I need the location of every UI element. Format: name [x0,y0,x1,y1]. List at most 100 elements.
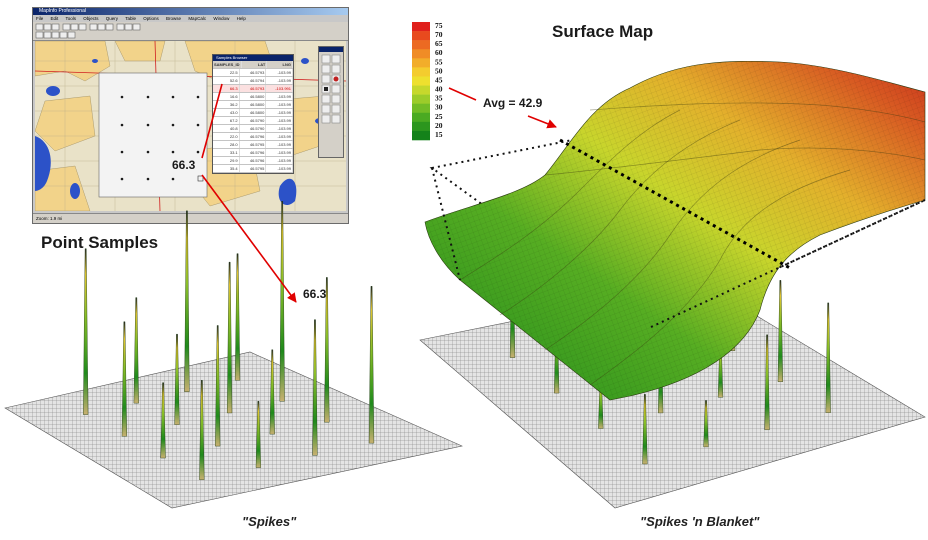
sample-points [120,95,200,181]
legend-swatch [412,67,430,77]
table-row[interactable]: 28.0 46.5795 -103.99 [213,141,293,149]
table-cell: 46.5795 [240,141,267,148]
window-title-bar: MapInfo Professional [33,8,348,15]
table-row[interactable]: 22.5 46.5793 -103.99 [213,69,293,77]
menu-item[interactable]: Query [105,16,119,21]
menu-item[interactable]: File [36,16,44,21]
table-cell: 46.5794 [240,77,267,84]
spike-value-label: 66.3 [303,287,327,301]
surface-blanket [424,60,926,401]
table-body: 22.5 46.5793 -103.99 52.6 46.5794 -103.99 66.3… [213,69,293,174]
menu-item[interactable]: Help [236,16,246,21]
table-row[interactable]: 28.046.5794-103.99 [213,173,293,174]
menu-item[interactable]: Tools [65,16,76,21]
table-cell: 46.5790 [240,117,267,124]
table-cell: 67.2 [213,117,240,124]
table-cell: -103.99 [266,173,293,174]
spike-mark [509,241,516,358]
map-view[interactable] [35,41,346,211]
spike-mark [269,349,275,435]
table-cell: 29.9 [213,157,240,164]
legend-tick-label: 50 [435,66,443,75]
avg-label: Avg = 42.9 [483,96,543,110]
legend-tick-label: 30 [435,103,443,112]
surface-map-title: Surface Map [552,22,654,41]
spike-mark [729,210,736,351]
surface-contours [459,102,926,386]
spike-mark [671,259,677,366]
legend-tick-label: 40 [435,85,443,94]
table-row[interactable]: 35.4 46.5795 -103.99 [213,165,293,173]
table-cell: 40.8 [213,125,240,132]
table-cell: 16.6 [213,93,240,100]
status-bar: Zoom: 1.9 mi [33,213,348,223]
table-cell: -103.991 [266,85,293,92]
menu-bar: File Edit Tools Objects Query Table Opti… [33,15,348,22]
mapinfo-window: MapInfo Professional File Edit Tools Obj… [32,7,349,224]
column-header: SAMPLES_ID [214,61,242,68]
spike-mark [174,333,180,425]
spike-mark [199,380,205,480]
menu-item[interactable]: Table [125,16,136,21]
table-row[interactable]: 66.3 46.5793 -103.991 [213,85,293,93]
table-cell: 46.5796 [240,157,267,164]
table-row[interactable]: 16.6 46.5800 -103.99 [213,93,293,101]
spike-mark [184,210,190,392]
table-row[interactable]: 43.0 46.5800 -103.99 [213,109,293,117]
table-row[interactable]: 33.1 46.5796 -103.99 [213,149,293,157]
spike-mark [658,328,664,414]
spike-mark [567,270,573,346]
table-row[interactable]: 36.2 46.5800 -103.99 [213,101,293,109]
legend-swatch [412,121,430,132]
legend-tick-label: 60 [435,48,443,57]
spike-mark [624,205,630,333]
spikes-blanket-caption: "Spikes 'n Blanket" [640,514,760,529]
table-row[interactable]: 67.2 46.5790 -103.99 [213,117,293,125]
spike-mark [226,261,233,414]
table-cell: -103.99 [266,149,293,156]
table-row[interactable]: 52.6 46.5794 -103.99 [213,77,293,85]
legend-swatch [412,49,430,59]
spikes-base-grid [4,351,463,509]
menu-item[interactable]: Browse [166,16,182,21]
toolbar-buttons[interactable] [33,22,348,40]
table-cell: 46.5800 [240,101,267,108]
legend-tick-label: 75 [435,21,443,30]
table-header: SAMPLES_ID LAT LNG [213,61,293,69]
table-cell: 36.2 [213,101,240,108]
table-cell: -103.99 [266,157,293,164]
table-cell: 22.0 [213,133,240,140]
table-cell: 46.5794 [240,173,267,174]
menu-item[interactable]: MapCalc [188,16,207,21]
menu-item[interactable]: Window [213,16,230,21]
samples-browser-window[interactable]: Samples Browser SAMPLES_ID LAT LNG 22.5 4… [212,54,294,174]
table-cell: -103.99 [266,125,293,132]
spike-mark [255,401,262,468]
tool-palette[interactable] [318,46,344,158]
spikes-caption: "Spikes" [242,514,297,529]
menu-item[interactable]: Objects [83,16,99,21]
spikes-right [509,205,831,465]
spike-mark [764,334,770,430]
spike-mark [234,253,241,381]
legend-tick-label: 20 [435,121,443,130]
table-cell: 46.5796 [240,133,267,140]
table-row[interactable]: 29.9 46.5796 -103.99 [213,157,293,165]
table-cell: 28.0 [213,173,240,174]
table-cell: 43.0 [213,109,240,116]
map-sample-value-label: 66.3 [172,158,196,172]
menu-item[interactable]: Edit [50,16,59,21]
spike-mark [598,375,604,429]
menu-item[interactable]: Options [143,16,159,21]
browser-title-bar: Samples Browser [213,55,293,61]
table-row[interactable]: 40.8 46.5790 -103.99 [213,125,293,133]
table-row[interactable]: 22.0 46.5796 -103.99 [213,133,293,141]
spike-mark [83,248,89,415]
spike-mark [368,286,375,444]
table-cell: 22.5 [213,69,240,76]
spike-mark [279,201,285,402]
table-cell: 46.5793 [240,69,267,76]
legend-swatch [412,85,430,95]
spike-mark [703,400,709,448]
spike-mark [133,297,139,404]
